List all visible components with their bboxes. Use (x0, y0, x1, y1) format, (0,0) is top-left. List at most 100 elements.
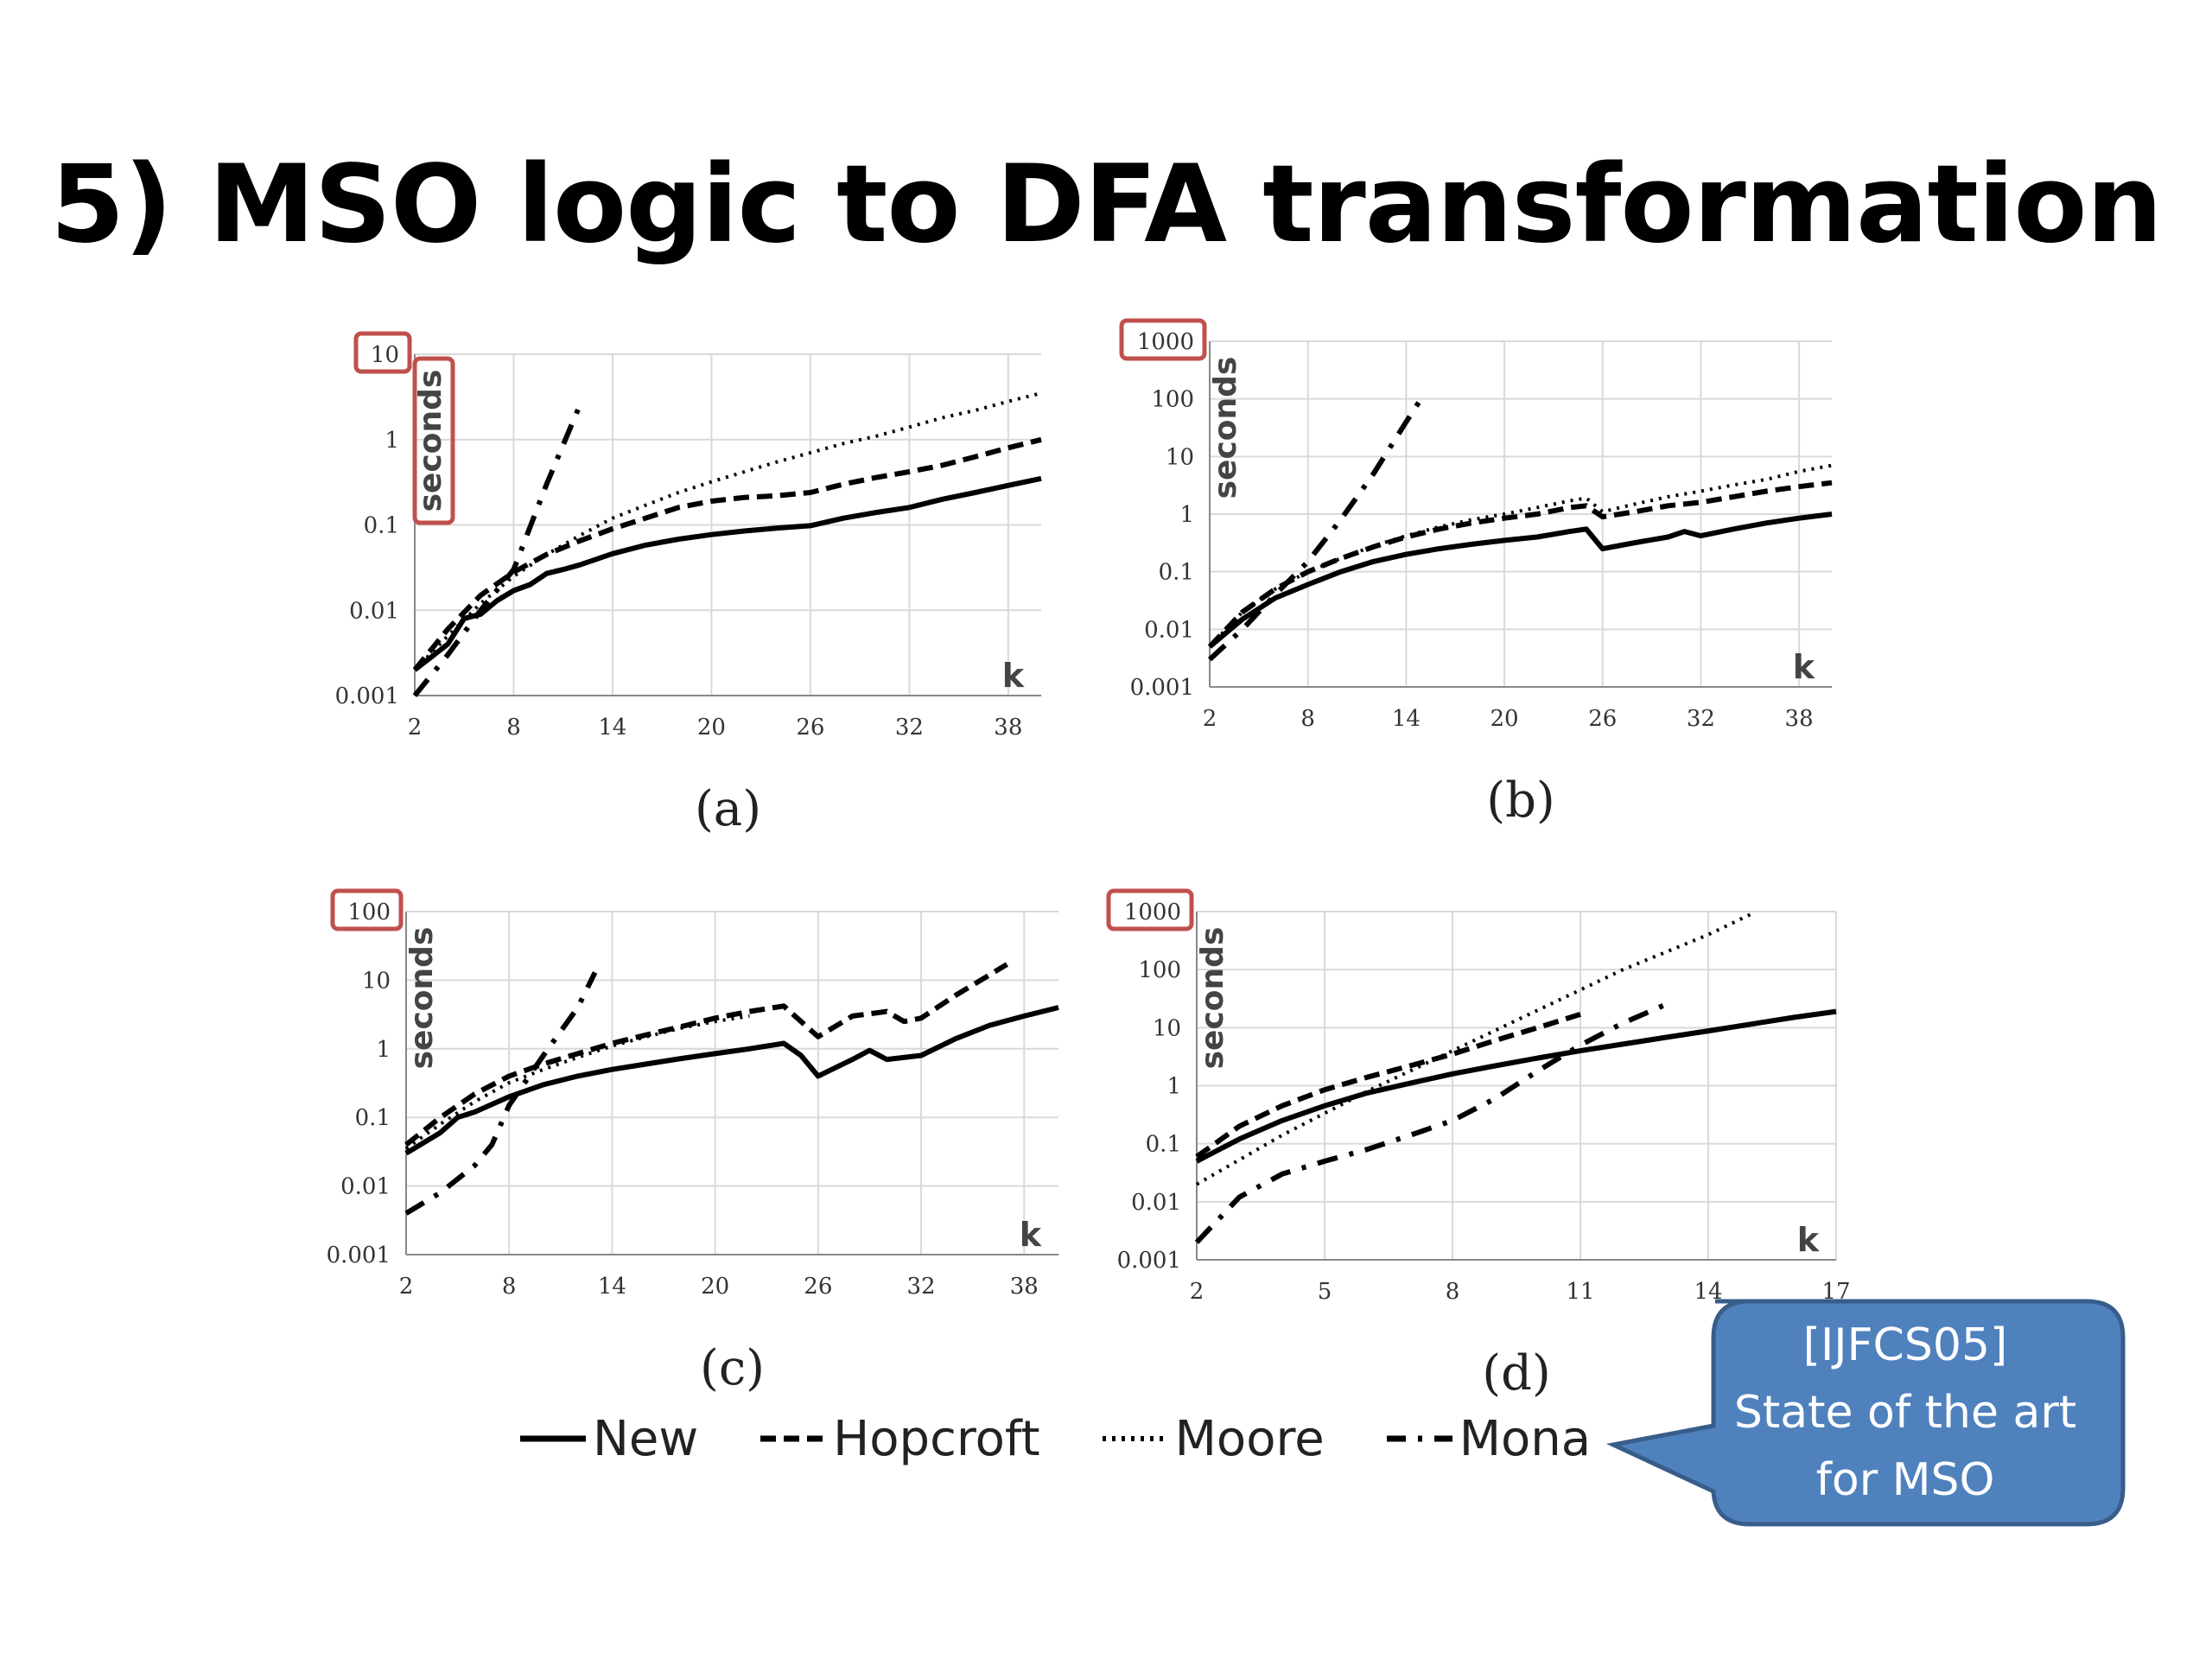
legend-label: Mona (1459, 1410, 1592, 1467)
series-line-new (1208, 512, 1833, 649)
y-axis-label: seconds (404, 927, 440, 1070)
y-tick-label: 0.001 (335, 683, 399, 709)
series-line-mona (1194, 1001, 1667, 1244)
chart-caption: (b) (1486, 772, 1555, 829)
y-tick-label: 0.01 (340, 1174, 391, 1200)
series-line-moore (1208, 463, 1833, 648)
x-tick-label: 2 (399, 1274, 414, 1300)
legend-label: New (593, 1410, 699, 1467)
y-tick-label: 0.001 (1130, 675, 1194, 701)
series-line-new (404, 1005, 1059, 1156)
x-tick-label: 2 (408, 715, 423, 741)
y-tick-label: 100 (1138, 957, 1181, 983)
x-tick-label: 32 (907, 1274, 936, 1300)
x-tick-label: 38 (1010, 1274, 1039, 1300)
x-tick-label: 5 (1318, 1279, 1332, 1305)
y-tick-label: 10 (371, 342, 399, 368)
legend-label: Hopcroft (833, 1410, 1040, 1467)
x-tick-label: 32 (1687, 706, 1715, 732)
x-tick-label: 8 (502, 1274, 517, 1300)
x-tick-label: 8 (1300, 706, 1315, 732)
y-tick-label: 1 (1166, 1074, 1181, 1100)
y-tick-label: 0.1 (364, 513, 399, 539)
legend-item-moore: Moore (1101, 1411, 1325, 1467)
y-axis-label: seconds (1208, 357, 1243, 499)
x-tick-label: 14 (598, 715, 626, 741)
chart-caption: (a) (695, 781, 761, 837)
series-line-mona (412, 404, 582, 697)
y-tick-label: 1000 (1137, 329, 1194, 355)
legend-swatch-dashdot (1386, 1435, 1452, 1442)
y-tick-label: 0.1 (1146, 1132, 1181, 1158)
x-tick-label: 26 (796, 715, 824, 741)
series-line-moore (1196, 912, 1752, 1186)
y-tick-label: 100 (1151, 387, 1194, 413)
y-tick-label: 10 (1166, 444, 1194, 470)
legend-item-new: New (518, 1411, 698, 1467)
highlight-box-top-tick (330, 888, 404, 931)
slide-title: 5) MSO logic to DFA transformation (50, 143, 2163, 267)
y-tick-label: 1000 (1124, 899, 1181, 925)
y-tick-label: 0.01 (1144, 617, 1194, 643)
y-tick-label: 10 (1153, 1015, 1181, 1041)
y-tick-label: 10 (362, 968, 391, 994)
series-line-mona (404, 971, 598, 1216)
legend-swatch-solid (520, 1435, 586, 1442)
x-tick-label: 20 (697, 715, 726, 741)
series-line-hopcroft (404, 962, 1008, 1147)
y-tick-label: 1 (1179, 502, 1194, 528)
y-tick-label: 0.001 (327, 1243, 391, 1268)
y-tick-label: 0.01 (349, 598, 399, 624)
x-tick-label: 32 (895, 715, 924, 741)
x-tick-label: 11 (1566, 1279, 1594, 1305)
y-tick-label: 1 (376, 1037, 391, 1063)
x-tick-label: 2 (1190, 1279, 1205, 1305)
series-line-hopcroft (1207, 480, 1833, 649)
x-axis-label: k (1793, 648, 1815, 686)
x-tick-label: 14 (1392, 706, 1421, 732)
x-tick-label: 38 (994, 715, 1022, 741)
callout-line: [IJFCS05] (1802, 1319, 2008, 1371)
x-tick-label: 26 (804, 1274, 832, 1300)
callout-bubble (1605, 1299, 2126, 1527)
x-tick-label: 8 (1446, 1279, 1460, 1305)
series-line-hopcroft (1195, 1012, 1581, 1160)
series-line-hopcroft (412, 436, 1042, 672)
legend-item-hopcroft: Hopcroft (759, 1410, 1040, 1467)
chart-caption: (c) (700, 1340, 765, 1396)
x-tick-label: 38 (1785, 706, 1814, 732)
x-axis-label: k (1020, 1216, 1042, 1254)
series-line-new (413, 475, 1042, 672)
chart-legend: New Hopcroft Moore Mona (518, 1395, 1651, 1482)
x-tick-label: 20 (1491, 706, 1519, 732)
highlight-box-ylabel (412, 356, 455, 525)
legend-swatch-dotted (1102, 1436, 1168, 1441)
x-tick-label: 8 (506, 715, 521, 741)
callout-line: State of the art (1733, 1387, 2077, 1439)
highlight-box-top-tick (1106, 888, 1194, 931)
highlight-box-top-tick (1119, 318, 1207, 361)
series-line-mona (1207, 395, 1425, 662)
highlight-box-top-tick (353, 331, 412, 374)
y-tick-label: 0.01 (1131, 1190, 1181, 1216)
legend-item-mona: Mona (1385, 1411, 1591, 1467)
y-axis-label: seconds (1195, 927, 1230, 1070)
legend-swatch-dashed (760, 1435, 827, 1442)
series-line-moore (413, 391, 1042, 671)
y-tick-label: 0.001 (1117, 1248, 1181, 1274)
x-axis-label: k (1002, 657, 1025, 695)
x-axis-label: k (1797, 1221, 1820, 1259)
chart-caption: (d) (1482, 1345, 1551, 1402)
x-tick-label: 26 (1588, 706, 1617, 732)
series-line-moore (404, 1014, 750, 1151)
y-tick-label: 0.1 (1159, 560, 1194, 586)
x-tick-label: 14 (598, 1274, 626, 1300)
y-tick-label: 0.1 (355, 1105, 391, 1131)
y-axis-label: seconds (413, 370, 448, 512)
callout-text: [IJFCS05] State of the art for MSO (1689, 1309, 2121, 1516)
series-line-new (1195, 1008, 1837, 1164)
legend-label: Moore (1174, 1410, 1325, 1467)
x-tick-label: 20 (701, 1274, 729, 1300)
callout-line: for MSO (1815, 1454, 1995, 1506)
